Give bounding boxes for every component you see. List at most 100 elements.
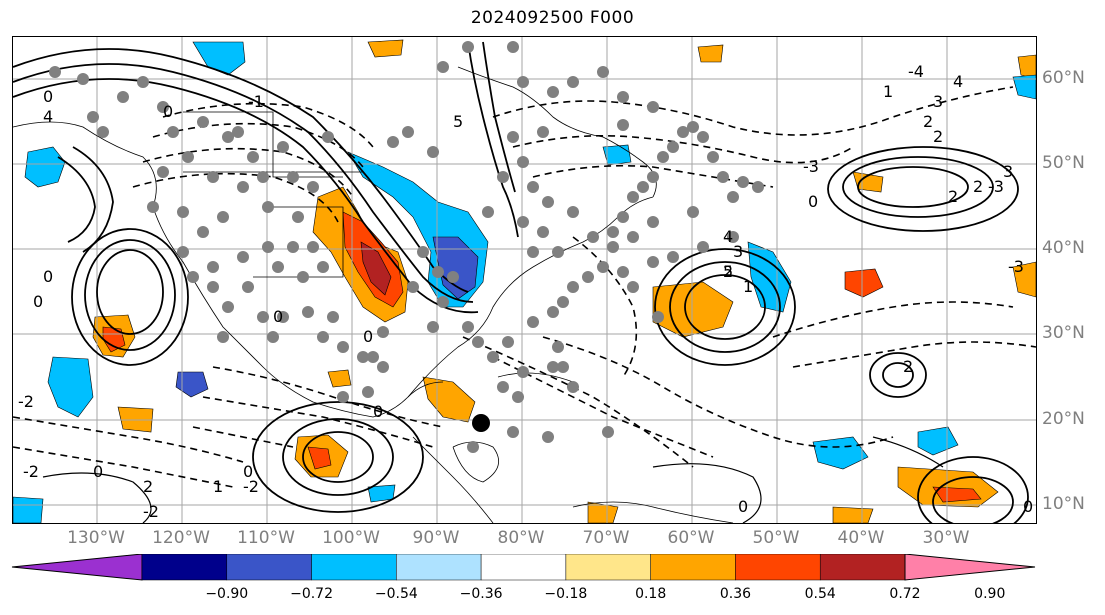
station-marker <box>317 261 329 273</box>
station-marker <box>417 246 429 258</box>
station-marker <box>542 196 554 208</box>
contour-label: -3 <box>1008 257 1024 276</box>
contour-label: 4 <box>43 107 53 126</box>
station-marker <box>482 206 494 218</box>
station-marker <box>542 431 554 443</box>
contour-label: -2 <box>23 462 39 481</box>
station-marker <box>547 361 559 373</box>
colorbar-segment <box>735 554 821 581</box>
latitude-label: 30°N <box>1042 323 1085 343</box>
station-marker <box>197 226 209 238</box>
colorbar-tick-label: 0.54 <box>804 586 836 602</box>
station-marker <box>752 181 764 193</box>
station-marker <box>587 231 599 243</box>
station-marker <box>237 251 249 263</box>
colorbar-tick-label: −0.90 <box>205 586 249 602</box>
station-marker <box>242 281 254 293</box>
contour-label: 2 <box>948 187 958 206</box>
shade-positive-small-2 <box>697 44 724 63</box>
longitude-label: 90°W <box>412 528 460 548</box>
station-marker <box>337 391 349 403</box>
station-marker <box>467 441 479 453</box>
contour-label: 3 <box>1003 162 1013 181</box>
station-marker <box>277 311 289 323</box>
shade-positive-north-atlantic-east <box>852 171 884 193</box>
station-marker <box>232 126 244 138</box>
longitude-label: 80°W <box>497 528 545 548</box>
shade-negative-small-3 <box>13 496 44 523</box>
station-marker <box>652 311 664 323</box>
station-marker <box>292 211 304 223</box>
station-marker <box>157 166 169 178</box>
latitude-label: 20°N <box>1042 409 1085 429</box>
station-marker <box>262 201 274 213</box>
station-marker <box>402 126 414 138</box>
contour-label: 2 <box>933 127 943 146</box>
contour-label: 2 <box>973 177 983 196</box>
shade-strong-positive-east-atlantic <box>932 486 982 503</box>
station-marker <box>207 171 219 183</box>
station-marker <box>537 126 549 138</box>
station-marker <box>737 176 749 188</box>
station-marker <box>277 141 289 153</box>
station-marker <box>187 271 199 283</box>
station-marker <box>567 281 579 293</box>
station-marker <box>462 321 474 333</box>
colorbar-tick-label: 0.90 <box>974 586 1006 602</box>
station-marker <box>517 366 529 378</box>
station-marker <box>377 361 389 373</box>
latitude-label: 60°N <box>1042 68 1085 88</box>
station-marker <box>617 119 629 131</box>
station-marker <box>377 326 389 338</box>
contour-label: 5 <box>723 262 733 281</box>
station-marker <box>447 271 459 283</box>
shade-negative-pacific-south <box>47 356 94 418</box>
contour-label: 0 <box>93 462 103 481</box>
contour-label: 1 <box>883 82 893 101</box>
station-marker <box>607 241 619 253</box>
station-marker <box>687 121 699 133</box>
station-marker <box>497 381 509 393</box>
station-marker <box>657 151 669 163</box>
colorbar <box>11 554 1036 581</box>
shade-positive-yucatan <box>327 369 352 388</box>
colorbar-segment <box>226 554 312 581</box>
station-marker <box>77 73 89 85</box>
contour-label: 0 <box>373 402 383 421</box>
longitude-label: 100°W <box>322 528 380 548</box>
station-marker <box>582 271 594 283</box>
station-marker <box>367 351 379 363</box>
station-marker <box>217 331 229 343</box>
colorbar-segment <box>819 554 906 581</box>
shade-red-core <box>360 241 392 296</box>
latitude-label: 10°N <box>1042 494 1085 514</box>
station-marker <box>647 216 659 228</box>
station-marker <box>617 266 629 278</box>
station-marker <box>207 261 219 273</box>
station-marker <box>557 361 569 373</box>
contour-label: -2 <box>243 477 259 496</box>
shade-positive-small-4 <box>832 506 874 523</box>
station-marker <box>667 251 679 263</box>
colorbar-segment <box>650 554 736 581</box>
station-marker <box>537 226 549 238</box>
station-marker <box>557 296 569 308</box>
station-marker <box>267 331 279 343</box>
shade-positive-caribbean <box>422 376 476 423</box>
station-marker <box>687 206 699 218</box>
station-marker <box>327 311 339 323</box>
contour-label: 0 <box>363 327 373 346</box>
contour-labels: 543221000-1-2-2-3-44321054322-2-3-302001… <box>18 62 1033 521</box>
station-marker <box>237 181 249 193</box>
station-marker <box>527 316 539 328</box>
station-marker <box>287 241 299 253</box>
contour-label: 0 <box>33 292 43 311</box>
station-marker <box>647 101 659 113</box>
station-marker <box>517 216 529 228</box>
station-marker <box>182 151 194 163</box>
longitude-label: 50°W <box>752 528 800 548</box>
shade-negative-east-atlantic <box>917 426 959 456</box>
station-marker <box>527 246 539 258</box>
station-marker <box>597 261 609 273</box>
station-marker <box>362 386 374 398</box>
